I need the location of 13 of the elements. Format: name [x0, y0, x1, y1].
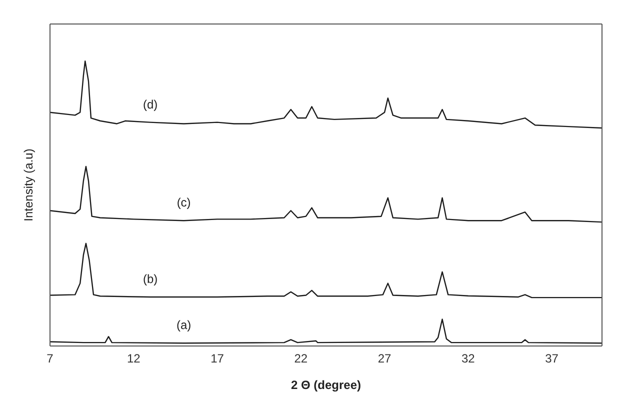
x-tick-label: 37 — [545, 352, 559, 366]
y-axis-title: Intensity (a.u) — [21, 148, 36, 222]
series-label: (d) — [143, 97, 158, 112]
x-tick-label: 32 — [462, 352, 476, 366]
x-tick-label: 7 — [46, 352, 54, 366]
series-label: (a) — [176, 318, 192, 332]
series-label: (c) — [176, 196, 191, 210]
x-axis-title: 2 Θ (degree) — [290, 378, 362, 392]
x-tick-label: 12 — [126, 352, 141, 366]
x-tick-label: 22 — [294, 352, 308, 366]
series-label: (b) — [143, 272, 158, 286]
x-tick-label: 27 — [378, 352, 392, 366]
x-tick-label: 17 — [210, 352, 224, 366]
